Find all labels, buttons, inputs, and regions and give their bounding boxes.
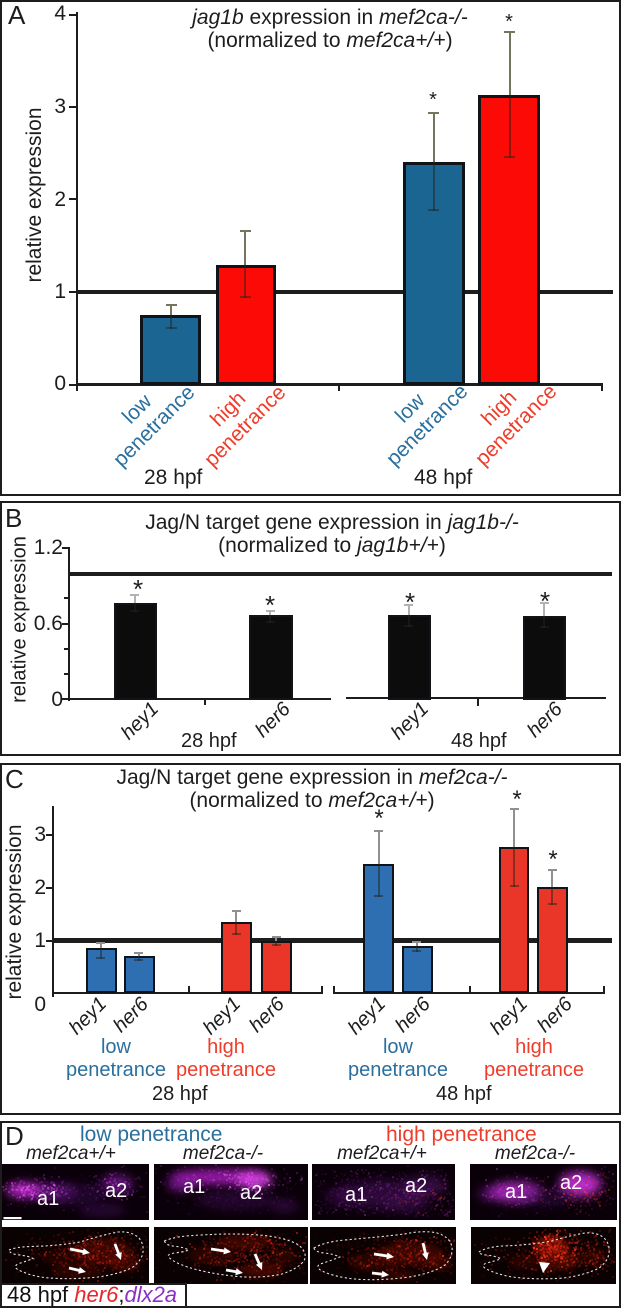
svg-text:a2: a2 xyxy=(105,1180,127,1202)
svg-text:a1: a1 xyxy=(345,1184,367,1206)
svg-text:a2: a2 xyxy=(560,1172,582,1194)
svg-text:a1: a1 xyxy=(505,1181,527,1203)
svg-text:a2: a2 xyxy=(405,1175,427,1197)
svg-text:a1: a1 xyxy=(183,1176,205,1198)
svg-text:a1: a1 xyxy=(37,1188,59,1210)
svg-text:a2: a2 xyxy=(240,1182,262,1204)
